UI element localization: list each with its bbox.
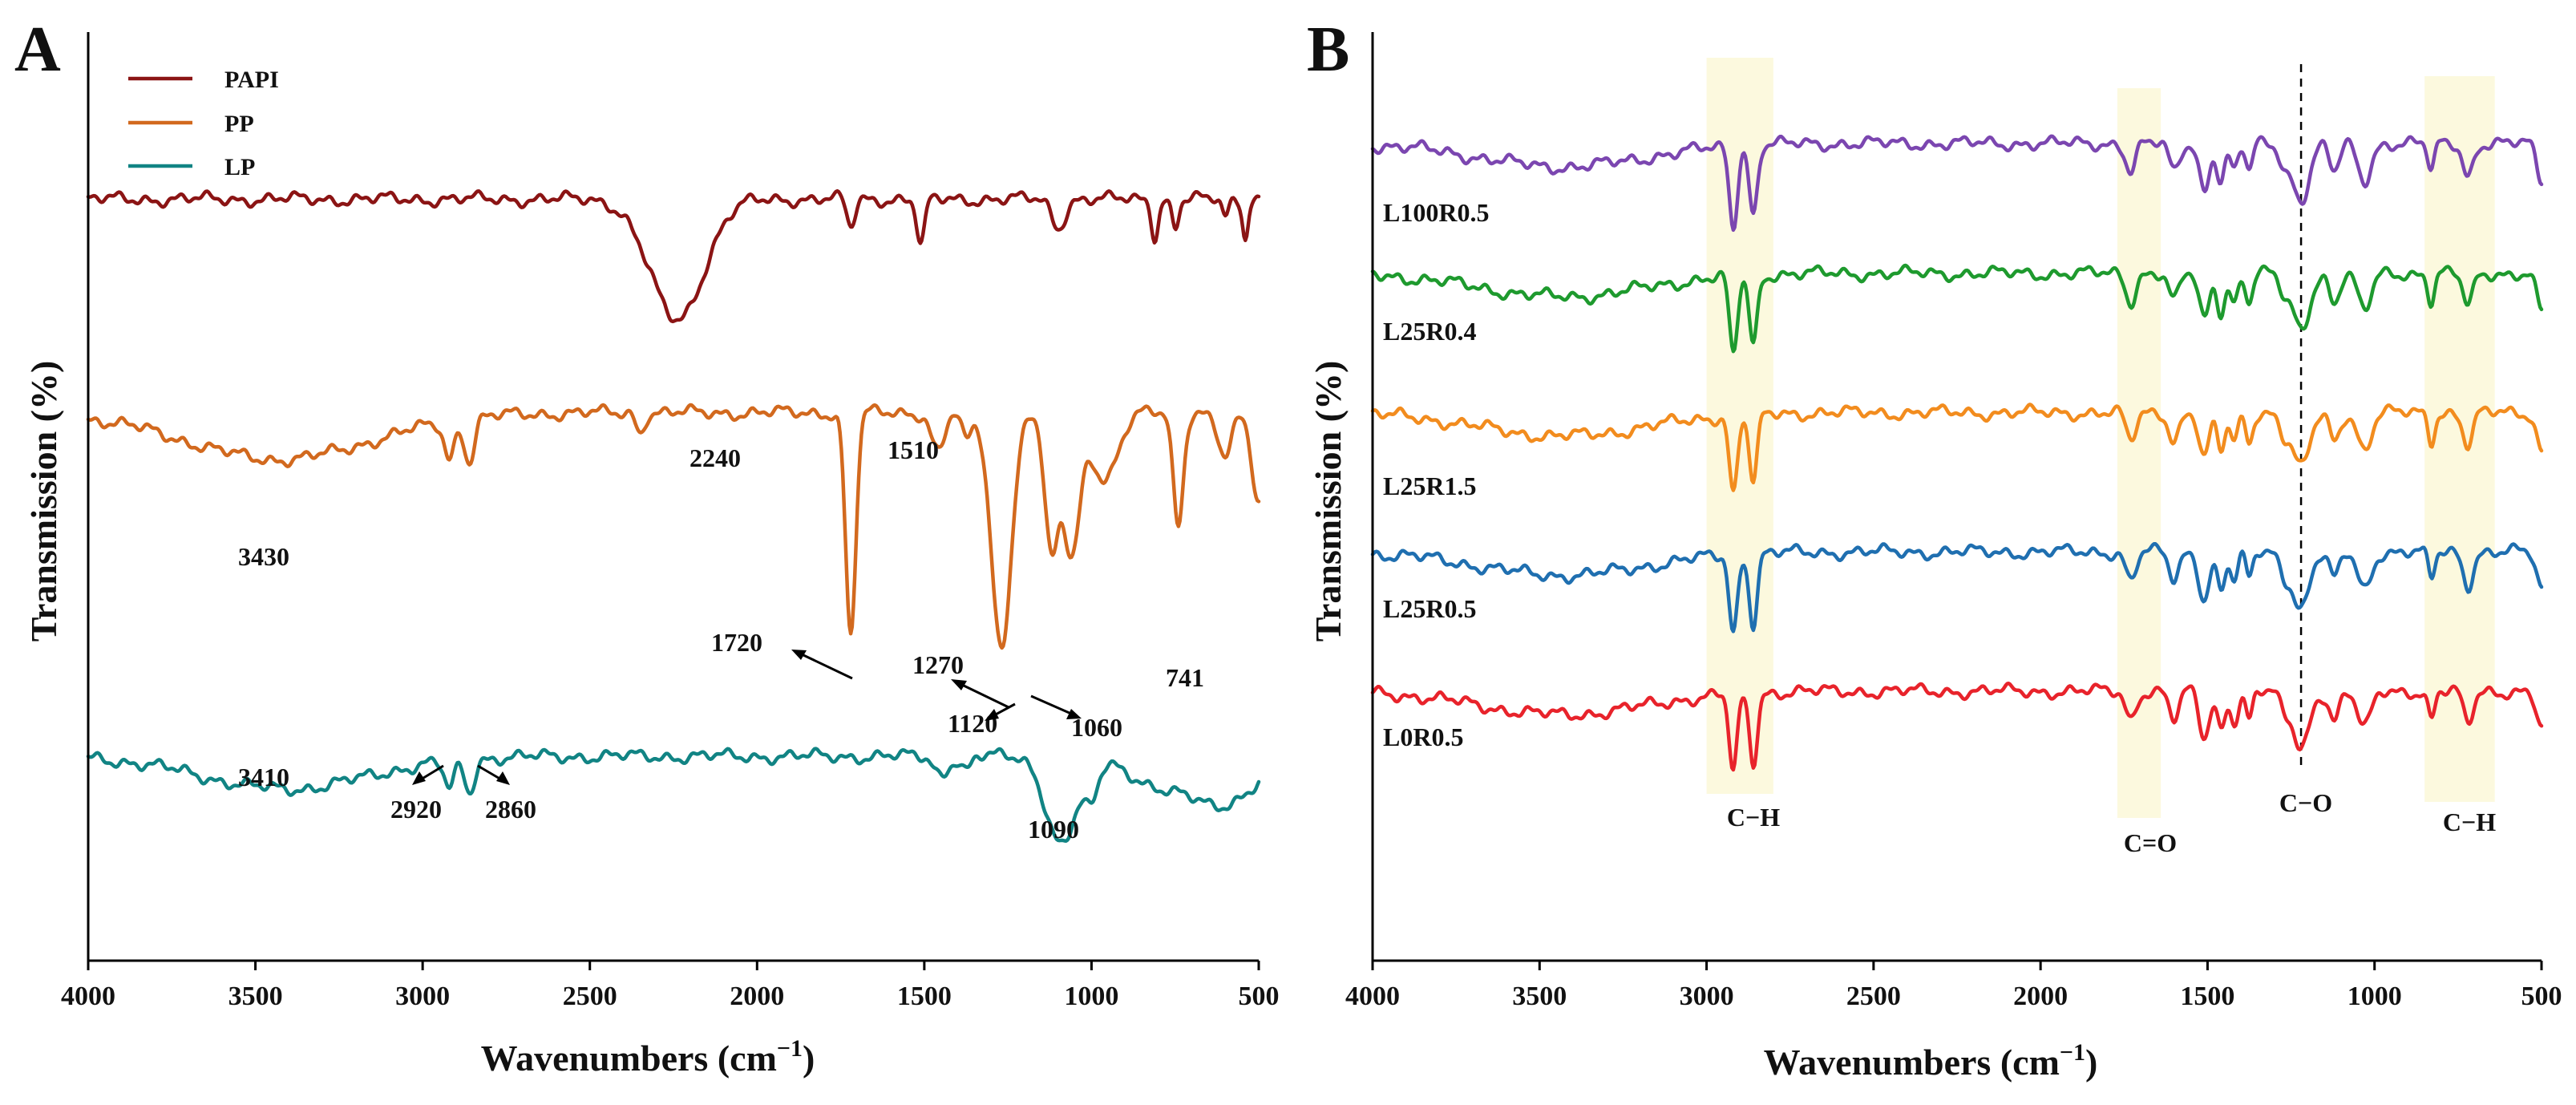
sample-label-l0r0.5: L0R0.5 <box>1383 722 1463 751</box>
legend-label-pp: PP <box>224 111 254 137</box>
band-label-ch-1: C−H <box>1727 803 1780 832</box>
x-tick-label-4000: 4000 <box>1345 982 1400 1011</box>
panel-a-x-axis-title: Wavenumbers (cm−1) <box>481 1035 815 1079</box>
annotation-1120: 1120 <box>948 709 997 738</box>
sample-label-l100r0.5: L100R0.5 <box>1383 198 1489 227</box>
arrow-1060 <box>1030 694 1072 715</box>
highlight-band-3 <box>2424 76 2495 802</box>
x-tick-label-2000: 2000 <box>2013 982 2068 1011</box>
annotation-3430: 3430 <box>238 542 289 571</box>
annotation-1510: 1510 <box>888 435 939 464</box>
highlight-band-2 <box>2117 88 2161 818</box>
sample-label-l25r1.5: L25R1.5 <box>1383 472 1476 500</box>
panel-a-label: A <box>14 14 61 85</box>
arrow-1270-head <box>951 679 967 690</box>
series-line-l25r0.5 <box>1370 541 2544 633</box>
x-tick-label-2500: 2500 <box>1846 982 1901 1011</box>
annotation-1720: 1720 <box>711 628 762 657</box>
x-tick-label-3500: 3500 <box>1512 982 1567 1011</box>
series-line-papi <box>86 188 1261 324</box>
panel-b-x-axis-title: Wavenumbers (cm−1) <box>1764 1039 2098 1083</box>
panel-a: A 2240 1510 3430 1720 1270 1120 1060 741… <box>14 14 1280 1079</box>
annotation-2860: 2860 <box>485 795 536 824</box>
arrow-2920 <box>420 764 444 781</box>
reference-label-c-o: C−O <box>2279 788 2332 817</box>
annotation-3410: 3410 <box>238 763 289 791</box>
annotation-741: 741 <box>1166 663 1204 692</box>
panel-a-annotations: 2240 1510 3430 1720 1270 1120 1060 741 3… <box>238 435 1204 844</box>
arrow-1060-head <box>1066 709 1082 719</box>
sample-label-l25r0.5: L25R0.5 <box>1383 594 1476 623</box>
arrow-1270 <box>961 683 1009 709</box>
legend-label-papi: PAPI <box>224 67 279 93</box>
x-tick-label-3000: 3000 <box>395 982 450 1011</box>
panel-a-legend: PAPI PP LP <box>128 67 279 180</box>
sample-label-l25r0.4: L25R0.4 <box>1383 317 1476 346</box>
x-tick-label-500: 500 <box>1239 982 1280 1011</box>
annotation-1270: 1270 <box>912 650 964 679</box>
x-tick-label-1500: 1500 <box>2180 982 2234 1011</box>
panel-a-axes: 4000 3500 3000 2500 2000 1500 1000 500 <box>61 32 1280 1011</box>
series-line-lp <box>86 747 1261 843</box>
arrow-1720 <box>801 653 853 680</box>
x-tick-label-4000: 4000 <box>61 982 115 1011</box>
series-line-l0r0.5 <box>1370 681 2544 772</box>
series-line-pp <box>86 403 1261 650</box>
arrow-1720-head <box>791 650 807 660</box>
x-tick-label-3000: 3000 <box>1680 982 1734 1011</box>
band-label-ch-2: C−H <box>2443 808 2496 836</box>
series-line-l25r0.4 <box>1370 263 2544 354</box>
arrow-2860 <box>477 764 502 781</box>
arrow-1120 <box>993 702 1016 717</box>
series-line-l25r1.5 <box>1370 403 2544 492</box>
legend-label-lp: LP <box>224 154 255 180</box>
arrow-2860-head <box>496 771 510 785</box>
arrow-1120-head <box>985 709 999 721</box>
annotation-1090: 1090 <box>1028 815 1079 844</box>
band-label-co-carbonyl: C=O <box>2124 828 2177 857</box>
panel-a-y-axis-title: Transmission (%) <box>23 361 64 642</box>
panel-b-y-axis-title: Transmission (%) <box>1308 361 1349 642</box>
annotation-2240: 2240 <box>689 443 741 472</box>
panel-b-labels: L100R0.5 L25R0.4 L25R1.5 L25R0.5 L0R0.5 … <box>1383 198 2496 857</box>
series-line-l100r0.5 <box>1370 134 2544 233</box>
annotation-2920: 2920 <box>390 795 442 824</box>
x-tick-label-500: 500 <box>2521 982 2562 1011</box>
panel-b-label: B <box>1307 14 1349 85</box>
panel-b-axes: 4000 3500 3000 2500 2000 1500 1000 500 <box>1345 32 2562 1011</box>
x-tick-label-1000: 1000 <box>1064 982 1118 1011</box>
x-tick-label-2000: 2000 <box>730 982 784 1011</box>
panel-b: B L100R0.5 L25R0.4 L25R1.5 L25R0.5 L0R0.… <box>1307 14 2562 1083</box>
arrow-2920-head <box>412 771 426 785</box>
x-tick-label-1000: 1000 <box>2348 982 2402 1011</box>
x-tick-label-3500: 3500 <box>228 982 283 1011</box>
x-tick-label-1500: 1500 <box>897 982 952 1011</box>
x-tick-label-2500: 2500 <box>563 982 617 1011</box>
